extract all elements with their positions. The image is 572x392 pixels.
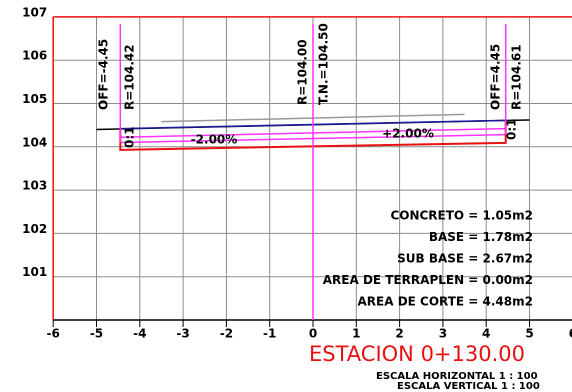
vertical-label: R=104.42 bbox=[123, 44, 137, 110]
vertical-label: OFF=-4.45 bbox=[97, 39, 111, 110]
scale-horizontal: ESCALA HORIZONTAL 1 : 100 bbox=[376, 371, 538, 382]
area-label: SUB BASE = 2.67m2 bbox=[397, 252, 533, 266]
y-tick-label: 101 bbox=[22, 265, 47, 279]
x-tick-label: 0 bbox=[309, 327, 317, 341]
x-tick-label: 1 bbox=[352, 327, 360, 341]
vertical-label: T.N.=104.50 bbox=[317, 23, 331, 105]
slope-label: +2.00% bbox=[382, 127, 434, 141]
x-tick-label: 4 bbox=[482, 327, 490, 341]
y-tick-label: 102 bbox=[22, 222, 47, 236]
chart-title: ESTACION 0+130.00 bbox=[309, 342, 525, 366]
x-tick-label: -5 bbox=[90, 327, 103, 341]
area-label: BASE = 1.78m2 bbox=[429, 230, 533, 244]
y-tick-label: 103 bbox=[22, 179, 47, 193]
vertical-label: 0:1 bbox=[123, 127, 137, 149]
x-tick-label: 2 bbox=[395, 327, 403, 341]
area-label: CONCRETO = 1.05m2 bbox=[390, 209, 533, 223]
x-tick-label: -2 bbox=[220, 327, 233, 341]
scale-vertical: ESCALA VERTICAL 1 : 100 bbox=[397, 381, 540, 392]
area-label: AREA DE TERRAPLEN = 0.00m2 bbox=[323, 273, 533, 287]
x-tick-label: -1 bbox=[263, 327, 276, 341]
x-tick-label: 3 bbox=[439, 327, 447, 341]
y-tick-label: 104 bbox=[22, 135, 47, 149]
x-tick-label: -3 bbox=[176, 327, 189, 341]
vertical-label: OFF=4.45 bbox=[489, 44, 503, 110]
x-tick-label: 6 bbox=[569, 327, 572, 341]
x-tick-label: -4 bbox=[133, 327, 146, 341]
vertical-label: 0:1 bbox=[505, 119, 519, 141]
slope-label: -2.00% bbox=[191, 133, 238, 147]
vertical-label: R=104.00 bbox=[296, 39, 310, 105]
area-label: AREA DE CORTE = 4.48m2 bbox=[358, 295, 534, 309]
vertical-label: R=104.61 bbox=[510, 44, 524, 110]
y-tick-label: 105 bbox=[22, 92, 47, 106]
y-tick-label: 106 bbox=[22, 49, 47, 63]
y-tick-label: 107 bbox=[22, 5, 47, 19]
x-tick-label: -6 bbox=[47, 327, 60, 341]
x-tick-label: 5 bbox=[525, 327, 533, 341]
